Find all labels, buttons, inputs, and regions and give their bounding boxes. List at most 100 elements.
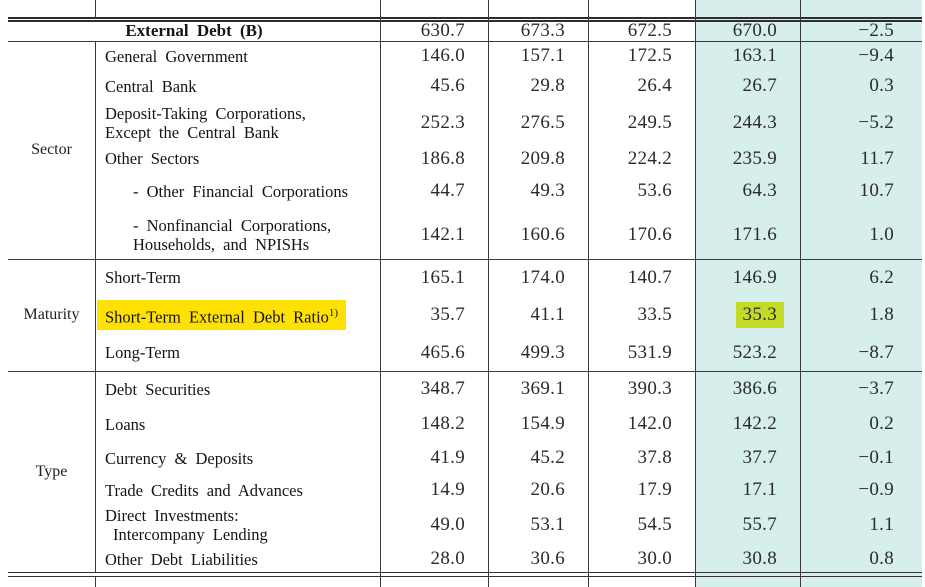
row-label: - Other Financial Corporations: [95, 172, 380, 210]
value-cell: 235.9: [732, 147, 777, 169]
value-cell: 45.6: [430, 75, 465, 96]
section-type: Type Debt Securities 348.7 369.1 390.3 3…: [8, 371, 922, 573]
table-row-short-term-ratio: Short-Term External Debt Ratio1) 35.7 41…: [95, 296, 922, 334]
row-label: Direct Investments: Intercompany Lending: [95, 505, 380, 545]
top-thick-rule: [8, 17, 922, 22]
column-rule: [380, 0, 382, 587]
table-row: Other Sectors 186.8 209.8 224.2 235.9 11…: [95, 145, 922, 172]
green-highlighted-value: 35.3: [735, 302, 784, 328]
value-cell: 186.8: [420, 147, 465, 169]
column-rule: [800, 0, 802, 587]
row-label: Other Sectors: [95, 145, 380, 172]
row-label: - Nonfinancial Corporations, Households,…: [95, 210, 380, 259]
value-cell: 157.1: [520, 45, 565, 66]
value-cell: 28.0: [430, 548, 465, 569]
sector-maturity-rule: [8, 259, 922, 260]
cropped-row-top: [8, 0, 922, 18]
value-cell: 41.1: [530, 304, 565, 325]
value-cell: 630.7: [420, 19, 465, 41]
value-cell: 17.1: [742, 479, 777, 500]
value-cell: 369.1: [520, 378, 565, 399]
value-cell: 20.6: [530, 479, 565, 500]
value-cell: 26.7: [742, 75, 777, 96]
maturity-type-rule: [8, 371, 922, 372]
value-cell: 523.2: [732, 341, 777, 363]
value-cell: 1.8: [869, 304, 894, 325]
value-cell: 44.7: [430, 180, 465, 201]
value-cell: 499.3: [520, 341, 565, 363]
value-cell: 35.3: [695, 296, 800, 334]
table-row: Trade Credits and Advances 14.9 20.6 17.…: [95, 475, 922, 505]
table-row: Central Bank 45.6 29.8 26.4 26.7 0.3: [95, 71, 922, 101]
row-label-text: Deposit-Taking Corporations,: [105, 104, 306, 123]
row-label: Debt Securities: [95, 371, 380, 407]
row-label-text: Trade Credits and Advances: [105, 480, 303, 500]
value-cell: 670.0: [732, 19, 777, 41]
row-label-text: Except the Central Bank: [105, 123, 279, 142]
value-cell: 142.1: [420, 223, 465, 245]
table-row: General Government 146.0 157.1 172.5 163…: [95, 41, 922, 71]
row-label-text: Other Sectors: [105, 149, 200, 168]
value-cell: 37.7: [742, 447, 777, 468]
value-cell: 11.7: [860, 147, 894, 169]
section-sector: Sector General Government 146.0 157.1 17…: [8, 41, 922, 259]
value-cell: 45.2: [530, 447, 565, 468]
value-cell: 140.7: [627, 266, 672, 288]
row-label: Loans: [95, 407, 380, 441]
value-cell: 171.6: [732, 223, 777, 245]
table-row: Debt Securities 348.7 369.1 390.3 386.6 …: [95, 371, 922, 407]
latest-period-highlight-band: [695, 0, 922, 587]
value-cell: 26.4: [637, 75, 672, 96]
value-cell: 146.9: [732, 266, 777, 288]
value-cell: 10.7: [859, 180, 894, 201]
value-cell: 49.3: [530, 180, 565, 201]
table-row: Other Debt Liabilities 28.0 30.6 30.0 30…: [95, 545, 922, 573]
row-label: Long-Term: [95, 334, 380, 371]
value-cell: 53.6: [637, 180, 672, 201]
value-cell: 0.2: [869, 413, 894, 434]
value-cell: 154.9: [520, 413, 565, 434]
value-cell: 209.8: [520, 147, 565, 169]
value-cell: −3.7: [858, 378, 894, 399]
row-label-text: Long-Term: [105, 343, 180, 362]
section-rows: Short-Term 165.1 174.0 140.7 146.9 6.2 S…: [95, 259, 922, 371]
value-cell: 55.7: [742, 514, 777, 535]
cropped-row-bottom: [8, 577, 922, 587]
value-cell: 172.5: [627, 45, 672, 66]
table-row: Long-Term 465.6 499.3 531.9 523.2 −8.7: [95, 334, 922, 371]
value-cell: 465.6: [420, 341, 465, 363]
value-cell: 6.2: [869, 266, 894, 288]
value-cell: 148.2: [420, 413, 465, 434]
row-label: Deposit-Taking Corporations, Except the …: [95, 101, 380, 145]
value-cell: 0.3: [869, 75, 894, 96]
value-cell: 165.1: [420, 266, 465, 288]
value-cell: 33.5: [637, 304, 672, 325]
row-label: Short-Term External Debt Ratio1): [95, 296, 380, 334]
row-label-text: Loans: [105, 414, 146, 434]
row-label-text: Central Bank: [105, 76, 197, 96]
summary-row: External Debt (B) 630.7 673.3 672.5 670.…: [8, 20, 922, 41]
value-cell: 348.7: [420, 378, 465, 399]
summary-bottom-rule: [8, 41, 922, 42]
value-cell: 146.0: [420, 45, 465, 66]
group-column-rule: [95, 41, 97, 573]
value-cell: −8.7: [858, 341, 894, 363]
summary-label: External Debt (B): [125, 20, 263, 40]
value-cell: 276.5: [520, 112, 565, 133]
row-label: Trade Credits and Advances: [95, 475, 380, 505]
value-cell: 163.1: [732, 45, 777, 66]
value-cell: 160.6: [520, 223, 565, 245]
value-cell: 41.9: [430, 447, 465, 468]
value-cell: 53.1: [530, 514, 565, 535]
section-maturity: Maturity Short-Term 165.1 174.0 140.7 14…: [8, 259, 922, 371]
row-label-text: General Government: [105, 46, 248, 66]
table-row: Currency & Deposits 41.9 45.2 37.8 37.7 …: [95, 441, 922, 475]
value-cell: 30.8: [742, 548, 777, 569]
row-label: Short-Term: [95, 259, 380, 296]
value-cell: 29.8: [530, 75, 565, 96]
value-cell: 170.6: [627, 223, 672, 245]
column-rule: [588, 0, 590, 587]
value-cell: −0.9: [858, 479, 894, 500]
value-cell: 673.3: [520, 19, 565, 41]
